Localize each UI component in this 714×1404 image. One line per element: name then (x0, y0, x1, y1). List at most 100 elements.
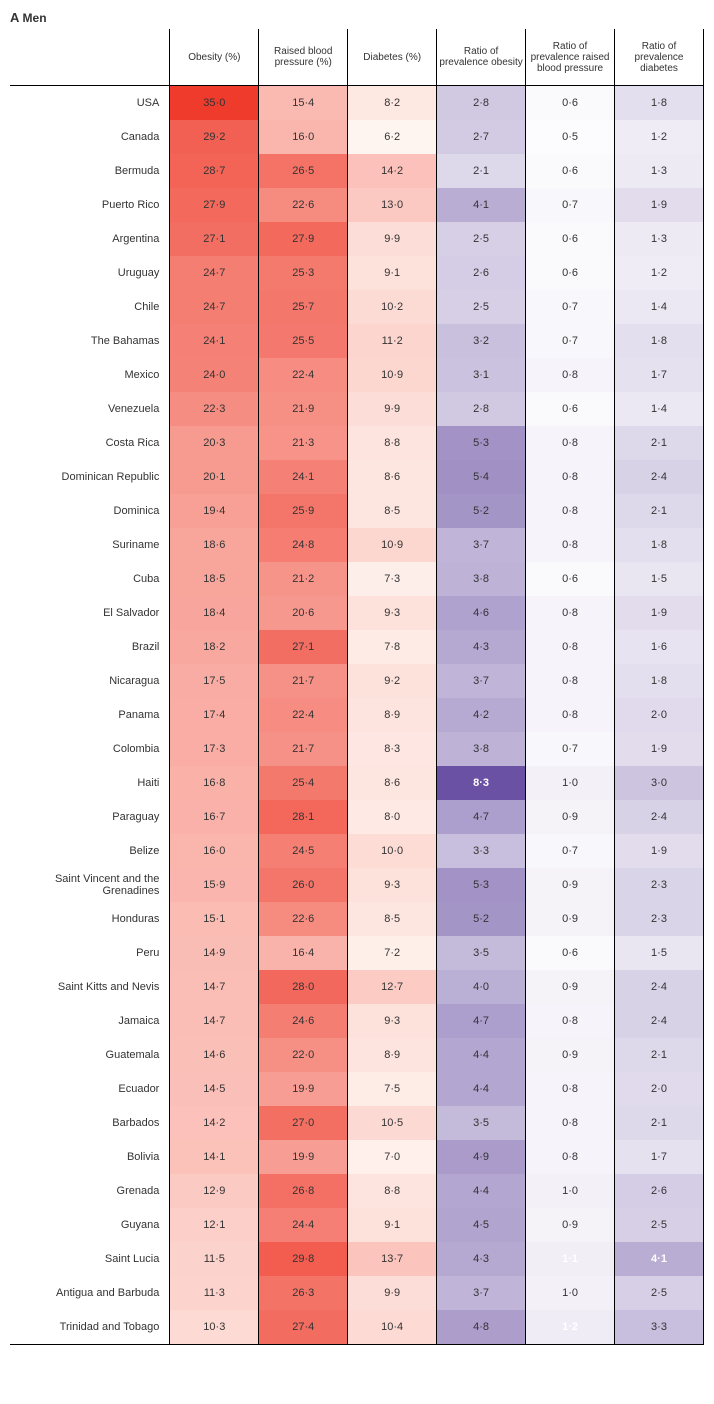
cell: 1·7 (615, 1140, 704, 1174)
cell: 26·5 (259, 154, 348, 188)
cell: 1·9 (615, 732, 704, 766)
cell: 3·7 (437, 528, 526, 562)
country-label: Saint Kitts and Nevis (10, 970, 170, 1004)
cell: 4·3 (437, 630, 526, 664)
cell: 0·7 (526, 188, 615, 222)
cell: 10·4 (348, 1310, 437, 1345)
table-row: Chile24·725·710·22·50·71·4 (10, 290, 704, 324)
cell: 1·2 (615, 120, 704, 154)
table-row: Paraguay16·728·18·04·70·92·4 (10, 800, 704, 834)
cell: 1·8 (615, 528, 704, 562)
table-row: Guyana12·124·49·14·50·92·5 (10, 1208, 704, 1242)
cell: 16·4 (259, 936, 348, 970)
country-label: Canada (10, 120, 170, 154)
cell: 16·0 (259, 120, 348, 154)
cell: 0·7 (526, 290, 615, 324)
table-row: USA35·015·48·22·80·61·8 (10, 86, 704, 121)
cell: 28·1 (259, 800, 348, 834)
cell: 0·8 (526, 1004, 615, 1038)
cell: 3·3 (437, 834, 526, 868)
cell: 2·5 (615, 1208, 704, 1242)
country-label: Haiti (10, 766, 170, 800)
cell: 13·0 (348, 188, 437, 222)
cell: 4·3 (437, 1242, 526, 1276)
cell: 3·8 (437, 732, 526, 766)
cell: 2·6 (437, 256, 526, 290)
cell: 11·3 (170, 1276, 259, 1310)
cell: 21·7 (259, 732, 348, 766)
cell: 0·7 (526, 834, 615, 868)
table-row: Saint Lucia11·529·813·74·31·14·1 (10, 1242, 704, 1276)
table-row: Bermuda28·726·514·22·10·61·3 (10, 154, 704, 188)
cell: 4·4 (437, 1072, 526, 1106)
cell: 1·8 (615, 86, 704, 121)
country-label: Paraguay (10, 800, 170, 834)
col-header: Obesity (%) (170, 29, 259, 86)
cell: 24·7 (170, 290, 259, 324)
cell: 1·8 (615, 664, 704, 698)
table-row: Costa Rica20·321·38·85·30·82·1 (10, 426, 704, 460)
cell: 15·4 (259, 86, 348, 121)
cell: 28·7 (170, 154, 259, 188)
country-label: Brazil (10, 630, 170, 664)
cell: 4·6 (437, 596, 526, 630)
cell: 14·5 (170, 1072, 259, 1106)
table-row: Belize16·024·510·03·30·71·9 (10, 834, 704, 868)
table-row: Saint Kitts and Nevis14·728·012·74·00·92… (10, 970, 704, 1004)
cell: 27·9 (170, 188, 259, 222)
cell: 7·5 (348, 1072, 437, 1106)
cell: 8·5 (348, 902, 437, 936)
cell: 3·5 (437, 936, 526, 970)
cell: 4·2 (437, 698, 526, 732)
cell: 0·6 (526, 936, 615, 970)
cell: 21·2 (259, 562, 348, 596)
cell: 24·1 (259, 460, 348, 494)
cell: 27·9 (259, 222, 348, 256)
cell: 2·0 (615, 1072, 704, 1106)
cell: 0·8 (526, 460, 615, 494)
cell: 25·7 (259, 290, 348, 324)
cell: 0·6 (526, 392, 615, 426)
cell: 1·3 (615, 154, 704, 188)
col-header: Ratio of prevalence raised blood pressur… (526, 29, 615, 86)
cell: 20·1 (170, 460, 259, 494)
table-row: Haiti16·825·48·68·31·03·0 (10, 766, 704, 800)
cell: 1·6 (615, 630, 704, 664)
country-label: Argentina (10, 222, 170, 256)
cell: 8·8 (348, 1174, 437, 1208)
cell: 9·1 (348, 1208, 437, 1242)
cell: 0·8 (526, 698, 615, 732)
table-row: Puerto Rico27·922·613·04·10·71·9 (10, 188, 704, 222)
cell: 15·9 (170, 868, 259, 902)
country-label: Chile (10, 290, 170, 324)
col-header: Diabetes (%) (348, 29, 437, 86)
cell: 1·5 (615, 562, 704, 596)
cell: 3·7 (437, 1276, 526, 1310)
cell: 2·7 (437, 120, 526, 154)
cell: 0·9 (526, 1038, 615, 1072)
cell: 8·3 (348, 732, 437, 766)
cell: 4·5 (437, 1208, 526, 1242)
cell: 22·0 (259, 1038, 348, 1072)
cell: 17·4 (170, 698, 259, 732)
cell: 2·1 (615, 1038, 704, 1072)
cell: 0·8 (526, 494, 615, 528)
cell: 2·4 (615, 970, 704, 1004)
country-label: Costa Rica (10, 426, 170, 460)
cell: 7·3 (348, 562, 437, 596)
cell: 0·6 (526, 154, 615, 188)
cell: 2·3 (615, 868, 704, 902)
cell: 1·4 (615, 290, 704, 324)
cell: 1·2 (615, 256, 704, 290)
cell: 1·0 (526, 1174, 615, 1208)
cell: 9·2 (348, 664, 437, 698)
country-label: Barbados (10, 1106, 170, 1140)
cell: 17·3 (170, 732, 259, 766)
cell: 0·9 (526, 902, 615, 936)
cell: 21·9 (259, 392, 348, 426)
cell: 13·7 (348, 1242, 437, 1276)
cell: 2·3 (615, 902, 704, 936)
country-label: Bermuda (10, 154, 170, 188)
cell: 2·5 (437, 290, 526, 324)
cell: 14·7 (170, 970, 259, 1004)
